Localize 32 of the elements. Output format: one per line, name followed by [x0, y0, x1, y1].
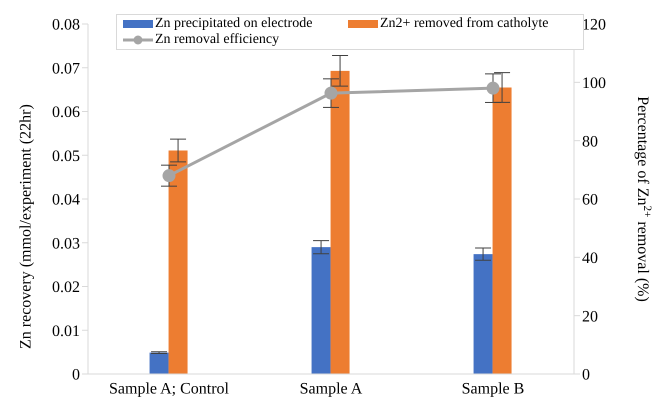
x-tick-label: Sample A	[300, 380, 363, 398]
point	[324, 86, 338, 100]
y-tick-label: 0.08	[52, 16, 80, 34]
legend-label: Zn removal efficiency	[155, 32, 280, 48]
point	[162, 169, 176, 182]
bar	[330, 70, 350, 374]
y2-tick-label: 120	[582, 16, 606, 34]
y-tick-label: 0.04	[52, 192, 80, 209]
y-tick-label: 0.05	[52, 148, 80, 165]
y2-tick-label: 60	[582, 192, 598, 209]
y2-tick-label: 40	[582, 250, 598, 268]
bar	[168, 150, 188, 374]
legend-label: Zn2+ removed from catholyte	[380, 16, 548, 32]
bar	[492, 87, 512, 374]
y2-tick-label: 0	[582, 366, 590, 384]
y-tick-label: 0	[72, 366, 80, 384]
y2-tick-label: 80	[582, 133, 598, 150]
x-tick-label: Sample B	[462, 380, 524, 398]
y-tick-label: 0.01	[52, 322, 80, 340]
y-axis-title: Zn recovery (mmol/experiment (22hr)	[18, 104, 35, 349]
y-tick-label: 0.07	[52, 60, 80, 78]
legend-label: Zn precipitated on electrode	[155, 16, 312, 32]
y-tick-label: 0.02	[52, 279, 80, 296]
y2-tick-label: 20	[582, 308, 598, 326]
y2-tick-label: 100	[582, 75, 606, 92]
y-tick-label: 0.03	[52, 235, 80, 252]
x-tick-label: Sample A; Control	[109, 380, 230, 398]
point	[486, 82, 500, 95]
bar	[474, 254, 493, 374]
bar	[150, 352, 169, 374]
bar	[312, 247, 331, 374]
y-tick-label: 0.06	[52, 104, 80, 122]
